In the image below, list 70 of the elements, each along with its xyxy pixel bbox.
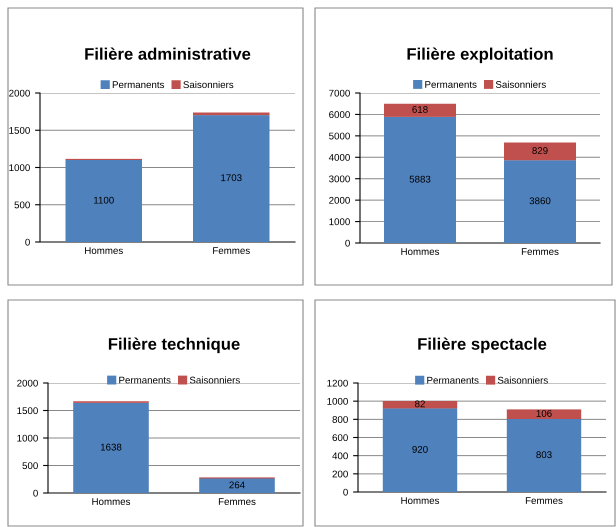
data-label: 920 bbox=[412, 446, 428, 453]
legend-label: Saisonniers bbox=[498, 376, 548, 384]
y-tick-label: 1500 bbox=[17, 407, 38, 414]
bar bbox=[382, 408, 458, 492]
y-tick-label: 7000 bbox=[329, 90, 350, 97]
bar bbox=[199, 478, 275, 493]
bar bbox=[506, 419, 582, 492]
data-label: 618 bbox=[412, 106, 428, 113]
data-label: 1703 bbox=[221, 174, 242, 182]
x-tick-label: Femmes bbox=[526, 497, 563, 504]
y-tick-label: 800 bbox=[332, 416, 348, 423]
bar bbox=[506, 409, 582, 420]
bar bbox=[384, 116, 456, 243]
data-label: 106 bbox=[536, 410, 552, 417]
x-tick-label: Hommes bbox=[92, 498, 130, 505]
y-tick-label: 6000 bbox=[329, 111, 350, 118]
y-tick-label: 2000 bbox=[329, 196, 350, 204]
chart-title: Filière technique bbox=[108, 337, 240, 354]
bar bbox=[504, 142, 576, 160]
data-label: 5883 bbox=[410, 176, 430, 183]
y-tick-label: 600 bbox=[332, 434, 348, 442]
y-tick-label: 4000 bbox=[328, 154, 350, 161]
legend-label: Saisonniers bbox=[190, 376, 240, 384]
bar bbox=[193, 112, 270, 116]
chart-title: Filière spectacle bbox=[418, 337, 546, 354]
legend-label: Permanents bbox=[425, 81, 477, 88]
legend-label: Permanents bbox=[119, 376, 171, 384]
data-label: 829 bbox=[532, 147, 548, 154]
data-label: 803 bbox=[536, 451, 552, 458]
y-tick-label: 400 bbox=[332, 452, 348, 460]
bar bbox=[193, 115, 270, 242]
y-tick-label: 1500 bbox=[9, 126, 30, 134]
y-tick-label: 0 bbox=[343, 488, 348, 496]
x-tick-label: Hommes bbox=[401, 248, 440, 255]
y-tick-label: 0 bbox=[33, 490, 38, 497]
bar bbox=[73, 402, 149, 493]
bar bbox=[66, 160, 142, 242]
y-tick-label: 500 bbox=[14, 201, 30, 208]
y-tick-label: 0 bbox=[345, 240, 350, 247]
legend-label: Permanents bbox=[112, 81, 164, 88]
x-tick-label: Hommes bbox=[85, 247, 123, 254]
y-tick-label: 200 bbox=[332, 470, 348, 478]
y-tick-label: 1000 bbox=[329, 218, 350, 226]
y-tick-label: 5000 bbox=[329, 132, 350, 140]
data-label: 1100 bbox=[94, 196, 114, 204]
data-label: 264 bbox=[229, 481, 245, 488]
y-tick-label: 1000 bbox=[17, 434, 38, 442]
legend-label: Permanents bbox=[427, 376, 479, 384]
legend-label: Saisonniers bbox=[183, 80, 234, 88]
chart-title: Filière exploitation bbox=[407, 47, 553, 64]
bar bbox=[504, 160, 576, 243]
y-tick-label: 3000 bbox=[329, 175, 350, 182]
y-tick-label: 2000 bbox=[17, 380, 38, 387]
y-tick-label: 1000 bbox=[327, 398, 348, 405]
x-tick-label: Femmes bbox=[218, 498, 256, 505]
y-tick-label: 1000 bbox=[9, 164, 30, 172]
x-tick-label: Hommes bbox=[401, 497, 440, 504]
data-label: 1638 bbox=[100, 444, 122, 451]
x-tick-label: Femmes bbox=[522, 248, 559, 255]
data-label: 3860 bbox=[530, 197, 550, 204]
data-label: 82 bbox=[415, 400, 425, 408]
legend-label: Saisonniers bbox=[496, 80, 546, 88]
chart-title: Filière administrative bbox=[85, 47, 250, 60]
bar bbox=[384, 104, 456, 117]
x-tick-label: Femmes bbox=[213, 247, 250, 254]
y-tick-label: 2000 bbox=[9, 90, 30, 97]
y-tick-label: 1200 bbox=[327, 380, 348, 387]
bar bbox=[382, 400, 458, 408]
y-tick-label: 500 bbox=[22, 462, 38, 470]
y-tick-label: 0 bbox=[25, 238, 30, 246]
